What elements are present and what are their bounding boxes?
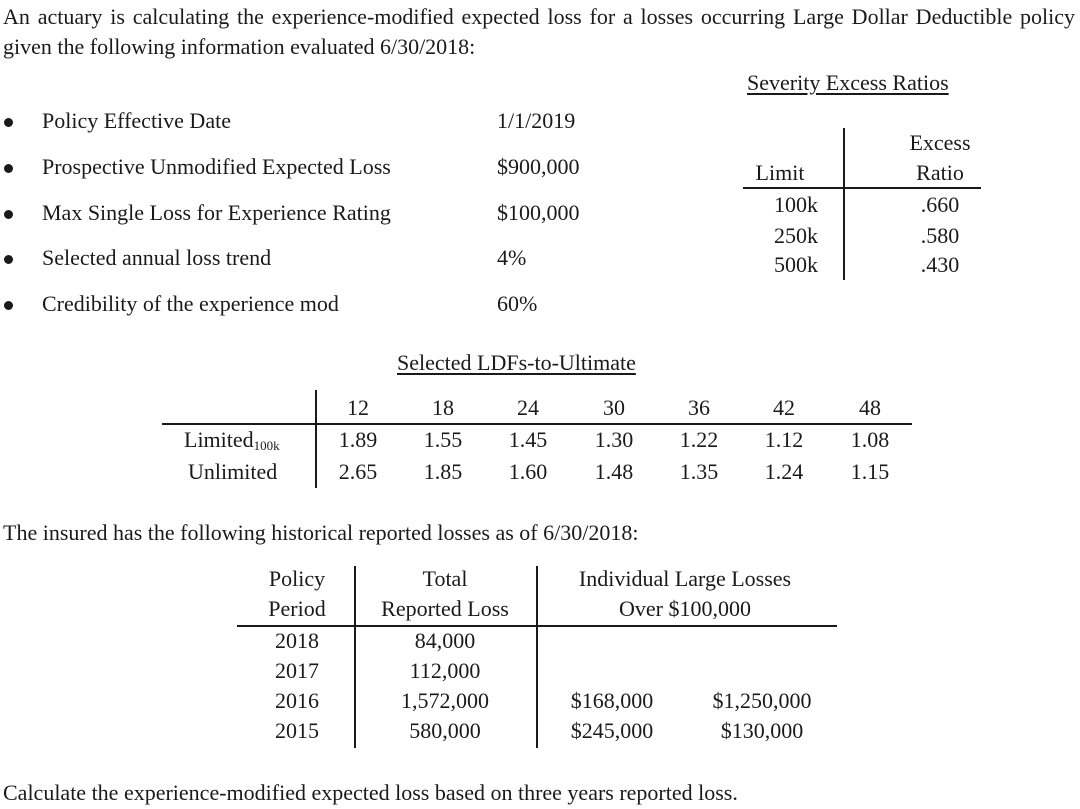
ldf-value-cell: 1.55	[423, 427, 463, 452]
ldf-value-cell: 1.15	[850, 459, 890, 484]
severity-ratio-cell: .580	[920, 223, 960, 248]
ldf-age-cell: 18	[432, 395, 454, 420]
ldf-age-cell: 36	[688, 395, 710, 420]
bullet-value: 4%	[497, 245, 527, 270]
ldf-title: Selected LDFs-to-Ultimate	[397, 350, 636, 375]
severity-title: Severity Excess Ratios	[747, 70, 949, 95]
hist-total-cell: 1,572,000	[401, 688, 489, 713]
ldf-value-cell: 1.35	[679, 459, 719, 484]
severity-column-rule	[843, 128, 845, 280]
hist-header-period: Period	[268, 596, 326, 621]
historical-intro: The insured has the following historical…	[3, 520, 639, 545]
bullet-value: 60%	[497, 291, 538, 316]
severity-header-rule	[743, 187, 981, 189]
ldf-header-rule	[162, 423, 912, 425]
severity-ratio-cell: .430	[920, 252, 960, 277]
ldf-row-label-unlimited: Unlimited	[188, 459, 278, 484]
ldf-value-cell: 1.22	[679, 427, 719, 452]
ldf-value-cell: 1.08	[850, 427, 890, 452]
hist-header-reported: Reported Loss	[381, 596, 509, 621]
bullet-value: $100,000	[497, 200, 580, 225]
ldf-value-cell: 1.89	[338, 427, 378, 452]
ldf-value-cell: 1.30	[594, 427, 634, 452]
hist-column-rule-2	[536, 566, 538, 748]
hist-large-loss-cell: $168,000	[570, 688, 654, 713]
severity-header-excess: Excess	[909, 130, 971, 155]
hist-large-loss-cell: $245,000	[570, 718, 654, 743]
bullet-dot-icon	[4, 301, 13, 310]
severity-limit-cell: 250k	[774, 223, 818, 248]
hist-header-total: Total	[422, 566, 468, 591]
hist-large-loss-cell: $1,250,000	[712, 688, 812, 713]
bullet-label: Policy Effective Date	[42, 108, 231, 133]
hist-period-cell: 2018	[275, 628, 319, 653]
ldf-age-cell: 12	[347, 395, 369, 420]
hist-header-large: Individual Large Losses	[578, 566, 792, 591]
ldf-row-label-limited: Limited100k	[184, 427, 280, 453]
hist-header-over: Over $100,000	[619, 596, 751, 621]
hist-total-cell: 84,000	[414, 628, 476, 653]
ldf-value-cell: 1.48	[594, 459, 634, 484]
bullet-value: $900,000	[497, 154, 580, 179]
bullet-label: Max Single Loss for Experience Rating	[42, 200, 391, 225]
hist-period-cell: 2017	[275, 658, 319, 683]
ldf-value-cell: 1.45	[508, 427, 548, 452]
severity-ratio-cell: .660	[920, 192, 960, 217]
bullet-label: Prospective Unmodified Expected Loss	[42, 154, 391, 179]
hist-total-cell: 580,000	[409, 718, 481, 743]
intro-paragraph: An actuary is calculating the experience…	[3, 4, 1075, 59]
ldf-age-cell: 42	[773, 395, 795, 420]
bullet-dot-icon	[4, 255, 13, 264]
ldf-age-cell: 48	[859, 395, 881, 420]
hist-column-rule-1	[354, 566, 356, 748]
severity-limit-cell: 500k	[774, 252, 818, 277]
bullet-label: Credibility of the experience mod	[42, 291, 339, 316]
ldf-value-cell: 2.65	[338, 459, 378, 484]
ldf-value-cell: 1.24	[764, 459, 804, 484]
hist-period-cell: 2015	[275, 718, 319, 743]
ldf-value-cell: 1.60	[508, 459, 548, 484]
bullet-dot-icon	[4, 210, 13, 219]
ldf-value-cell: 1.85	[423, 459, 463, 484]
bullet-label: Selected annual loss trend	[42, 245, 272, 270]
hist-total-cell: 112,000	[409, 658, 481, 683]
bullet-value: 1/1/2019	[497, 108, 576, 133]
severity-header-limit: Limit	[755, 160, 805, 185]
bullet-dot-icon	[4, 118, 13, 127]
ldf-value-cell: 1.12	[764, 427, 804, 452]
ldf-age-cell: 30	[603, 395, 625, 420]
ldf-column-rule	[315, 390, 317, 488]
hist-header-policy: Policy	[268, 566, 326, 591]
severity-limit-cell: 100k	[774, 192, 818, 217]
hist-large-loss-cell: $130,000	[720, 718, 804, 743]
severity-header-ratio: Ratio	[916, 160, 964, 185]
question-text: Calculate the experience-modified expect…	[3, 780, 738, 805]
bullet-dot-icon	[4, 164, 13, 173]
hist-period-cell: 2016	[275, 688, 319, 713]
ldf-age-cell: 24	[517, 395, 539, 420]
